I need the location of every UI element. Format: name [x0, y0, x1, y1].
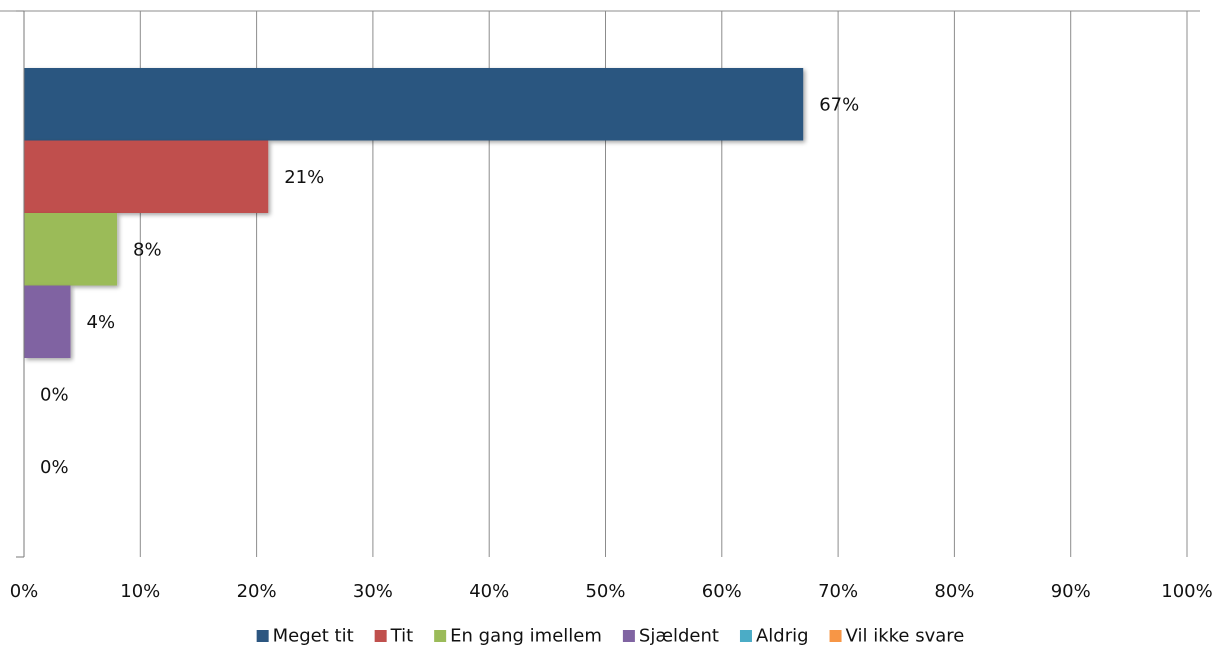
legend-label: En gang imellem [450, 626, 602, 647]
legend-item: Vil ikke svare [829, 626, 965, 647]
legend-label: Meget tit [273, 626, 354, 647]
x-tick-label: 20% [237, 581, 277, 602]
data-labels: 67% 21% 8% 4% 0% 0% [40, 94, 859, 478]
legend: Meget tit Tit En gang imellem Sjældent Aldri… [256, 626, 965, 647]
x-tick-label: 0% [10, 581, 39, 602]
axes [0, 10, 1200, 558]
data-label: 4% [87, 312, 116, 333]
x-tick-label: 70% [818, 581, 858, 602]
legend-swatch [739, 630, 752, 642]
bar [24, 68, 804, 141]
bar [24, 285, 71, 358]
legend-item: Meget tit [256, 626, 354, 647]
bar [24, 213, 118, 286]
legend-label: Tit [390, 626, 414, 647]
x-tick-label: 30% [353, 581, 393, 602]
legend-label: Vil ikke svare [846, 626, 965, 647]
data-label: 8% [133, 239, 162, 260]
legend-swatch [374, 630, 387, 642]
data-label: 0% [40, 457, 69, 478]
bars [24, 68, 804, 358]
legend-item: Aldrig [739, 626, 809, 647]
data-label: 21% [284, 167, 324, 188]
x-tick-label: 10% [120, 581, 160, 602]
x-tick-label: 40% [469, 581, 509, 602]
legend-swatch [829, 630, 842, 642]
legend-item: Sjældent [622, 626, 719, 647]
legend-swatch [256, 630, 269, 642]
legend-item: Tit [374, 626, 414, 647]
legend-label: Aldrig [756, 626, 809, 647]
legend-swatch [622, 630, 635, 642]
x-tick-label: 60% [702, 581, 742, 602]
x-tick-labels: 0% 10% 20% 30% 40% 50% 60% 70% 80% 90% 100% [10, 581, 1213, 602]
x-tick-label: 50% [585, 581, 625, 602]
legend-label: Sjældent [639, 626, 719, 647]
bar [24, 140, 269, 213]
data-label: 0% [40, 384, 69, 405]
x-tick-label: 100% [1161, 581, 1212, 602]
legend-swatch [434, 630, 447, 642]
legend-item: En gang imellem [434, 626, 602, 647]
x-tick-label: 80% [934, 581, 974, 602]
data-label: 67% [819, 94, 859, 115]
x-tick-label: 90% [1051, 581, 1091, 602]
